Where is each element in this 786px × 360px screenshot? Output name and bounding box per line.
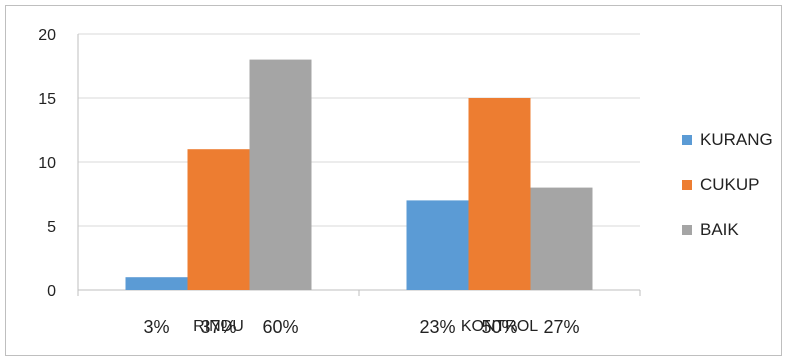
bar-kurang-kontrol — [406, 200, 469, 290]
bar-baik-kontrol — [530, 187, 593, 290]
bar-kurang-rindu — [125, 277, 188, 290]
pct-label-cukup-rindu: 37% — [200, 317, 236, 337]
legend-label-baik: BAIK — [700, 220, 739, 239]
y-tick-label-20: 20 — [38, 27, 56, 44]
bars — [125, 59, 593, 290]
legend-swatch-baik — [682, 225, 692, 235]
pct-label-baik-kontrol: 27% — [543, 317, 579, 337]
legend-item-cukup: CUKUP — [682, 175, 773, 195]
pct-label-kurang-kontrol: 23% — [419, 317, 455, 337]
category-label-kontrol: KONTROL — [461, 318, 538, 335]
legend-label-kurang: KURANG — [700, 130, 773, 149]
chart-frame — [5, 5, 782, 356]
y-tick-label-0: 0 — [47, 283, 56, 300]
labels: 0 5 10 15 20 3% 37% 60% RINDU 23% 50% 27% KONTROL — [38, 27, 579, 337]
pct-label-kurang-rindu: 3% — [143, 317, 169, 337]
legend-swatch-kurang — [682, 135, 692, 145]
y-tick-label-5: 5 — [47, 219, 56, 236]
legend-item-kurang: KURANG — [682, 130, 773, 150]
pct-label-cukup-kontrol: 50% — [481, 317, 517, 337]
bar-cukup-kontrol — [468, 98, 531, 290]
category-label-rindu: RINDU — [193, 318, 244, 335]
legend-label-cukup: CUKUP — [700, 175, 760, 194]
bar-baik-rindu — [249, 59, 312, 290]
bar-cukup-rindu — [187, 149, 250, 290]
legend-swatch-cukup — [682, 180, 692, 190]
y-tick-label-15: 15 — [38, 91, 56, 108]
legend-item-baik: BAIK — [682, 220, 773, 240]
y-tick-label-10: 10 — [38, 155, 56, 172]
pct-label-baik-rindu: 60% — [262, 317, 298, 337]
legend: KURANG CUKUP BAIK — [682, 130, 773, 265]
